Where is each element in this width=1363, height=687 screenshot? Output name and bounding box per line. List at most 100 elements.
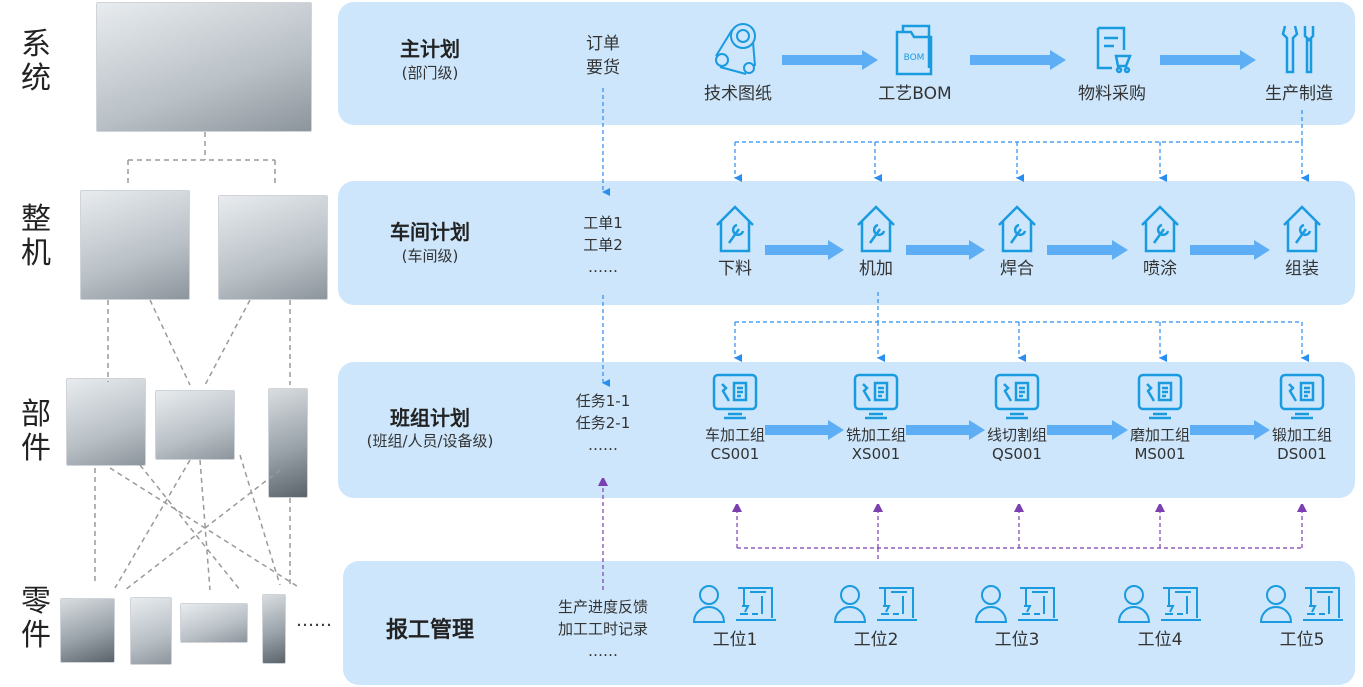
node-label: 组装 — [1285, 259, 1319, 279]
flow-arrow — [765, 420, 844, 440]
workshop-orders: 工单1 工单2 …… — [543, 212, 663, 278]
monitor-icon — [853, 373, 899, 420]
level-component: 部件 — [21, 397, 51, 466]
flow-arrow — [782, 50, 878, 70]
input-demand: 要货 — [586, 58, 620, 78]
node-label: 生产制造 — [1265, 84, 1333, 104]
machine-photo-2 — [218, 195, 328, 300]
monitor-icon — [712, 373, 758, 420]
machine-photo-1 — [80, 190, 190, 300]
node-code: MS001 — [1134, 445, 1186, 463]
node-code: QS001 — [992, 445, 1042, 463]
part-photo-1 — [60, 598, 115, 663]
workshop-icon — [998, 205, 1036, 253]
team-plan-title: 班组计划 — [390, 406, 470, 430]
flow-arrow — [1190, 240, 1270, 260]
node-label: 技术图纸 — [704, 84, 772, 104]
node-车加工组[interactable]: 车加工组 CS001 — [670, 372, 800, 464]
part-photo-4 — [262, 594, 286, 664]
component-photo-1 — [66, 378, 146, 466]
workshop-plan-subtitle: (车间级) — [401, 247, 459, 265]
report-item: 生产进度反馈 — [557, 598, 648, 616]
worker-machine-icon — [833, 585, 917, 623]
svg-text:BOM: BOM — [904, 53, 925, 63]
node-磨加工组[interactable]: 磨加工组 MS001 — [1095, 372, 1225, 464]
more: …… — [588, 436, 618, 454]
work-order: 工单1 — [583, 214, 623, 232]
flow-arrow — [1047, 240, 1128, 260]
tools-icon — [1281, 25, 1315, 74]
flow-arrow — [765, 240, 844, 260]
level-system: 系统 — [21, 27, 51, 96]
master-plan-title: 主计划 — [400, 37, 460, 61]
node-工位2[interactable]: 工位2 — [811, 582, 941, 650]
more: …… — [588, 258, 618, 276]
node-锻加工组[interactable]: 锻加工组 DS001 — [1237, 372, 1363, 464]
node-焊合[interactable]: 焊合 — [952, 203, 1082, 279]
task: 任务2-1 — [575, 414, 631, 432]
node-工位5[interactable]: 工位5 — [1237, 582, 1363, 650]
flow-arrow — [1190, 420, 1270, 440]
node-label: 工位5 — [1279, 630, 1325, 650]
flow-arrow — [906, 240, 985, 260]
belt-drawing-icon — [715, 23, 756, 75]
system-photo — [96, 2, 312, 132]
component-photo-3 — [268, 388, 308, 498]
workshop-icon — [857, 205, 895, 253]
node-label: 工位1 — [712, 630, 758, 650]
report-item: 加工工时记录 — [557, 620, 648, 638]
work-report-title: 报工管理 — [385, 618, 474, 643]
workshop-plan-title: 车间计划 — [390, 220, 470, 244]
panel-team-plan — [338, 362, 1355, 498]
node-组装[interactable]: 组装 — [1237, 203, 1363, 279]
node-label: 车加工组 — [704, 426, 765, 444]
node-工位4[interactable]: 工位4 — [1095, 582, 1225, 650]
work-order: 工单2 — [583, 236, 623, 254]
report-items: 生产进度反馈 加工工时记录 …… — [533, 596, 673, 662]
part-photo-2 — [130, 597, 172, 665]
node-机加[interactable]: 机加 — [811, 203, 941, 279]
part-photo-3 — [180, 603, 248, 643]
purchase-doc-icon — [1096, 26, 1132, 74]
level-part: 零件 — [21, 584, 51, 653]
node-label: 喷涂 — [1143, 259, 1177, 279]
node-label: 工位2 — [853, 630, 899, 650]
node-manufacturing[interactable]: 生产制造 — [1234, 22, 1363, 104]
node-label: 焊合 — [1000, 259, 1034, 279]
node-label: 线切割组 — [986, 426, 1047, 444]
team-tasks: 任务1-1 任务2-1 …… — [543, 390, 663, 456]
flow-arrow — [1160, 50, 1256, 70]
node-label: 工艺BOM — [878, 84, 952, 104]
level-machine: 整机 — [21, 202, 51, 271]
monitor-icon — [1279, 373, 1325, 420]
node-label: 工位4 — [1137, 630, 1183, 650]
worker-machine-icon — [692, 585, 776, 623]
flow-arrow — [1047, 420, 1128, 440]
node-code: DS001 — [1277, 445, 1327, 463]
node-code: XS001 — [851, 445, 901, 463]
flow-arrow — [906, 420, 985, 440]
node-material-purchase[interactable]: 物料采购 — [1047, 22, 1177, 104]
more: …… — [588, 642, 618, 660]
worker-machine-icon — [1117, 585, 1201, 623]
node-code: CS001 — [710, 445, 760, 463]
team-plan-subtitle: (班组/人员/设备级) — [366, 432, 494, 450]
node-喷涂[interactable]: 喷涂 — [1095, 203, 1225, 279]
monitor-icon — [994, 373, 1040, 420]
node-tech-drawing[interactable]: 技术图纸 — [673, 22, 803, 104]
node-铣加工组[interactable]: 铣加工组 XS001 — [811, 372, 941, 464]
component-photo-2 — [155, 390, 235, 460]
bom-folder-icon: BOM — [895, 24, 933, 76]
parts-more: …… — [296, 610, 332, 631]
node-工位1[interactable]: 工位1 — [670, 582, 800, 650]
node-label: 铣加工组 — [845, 426, 906, 444]
worker-machine-icon — [1259, 585, 1343, 623]
workshop-icon — [716, 205, 754, 253]
task: 任务1-1 — [575, 392, 631, 410]
node-下料[interactable]: 下料 — [670, 203, 800, 279]
node-工位3[interactable]: 工位3 — [952, 582, 1082, 650]
node-process-bom[interactable]: BOM 工艺BOM — [850, 22, 980, 104]
node-label: 物料采购 — [1078, 84, 1146, 104]
node-线切割组[interactable]: 线切割组 QS001 — [952, 372, 1082, 464]
